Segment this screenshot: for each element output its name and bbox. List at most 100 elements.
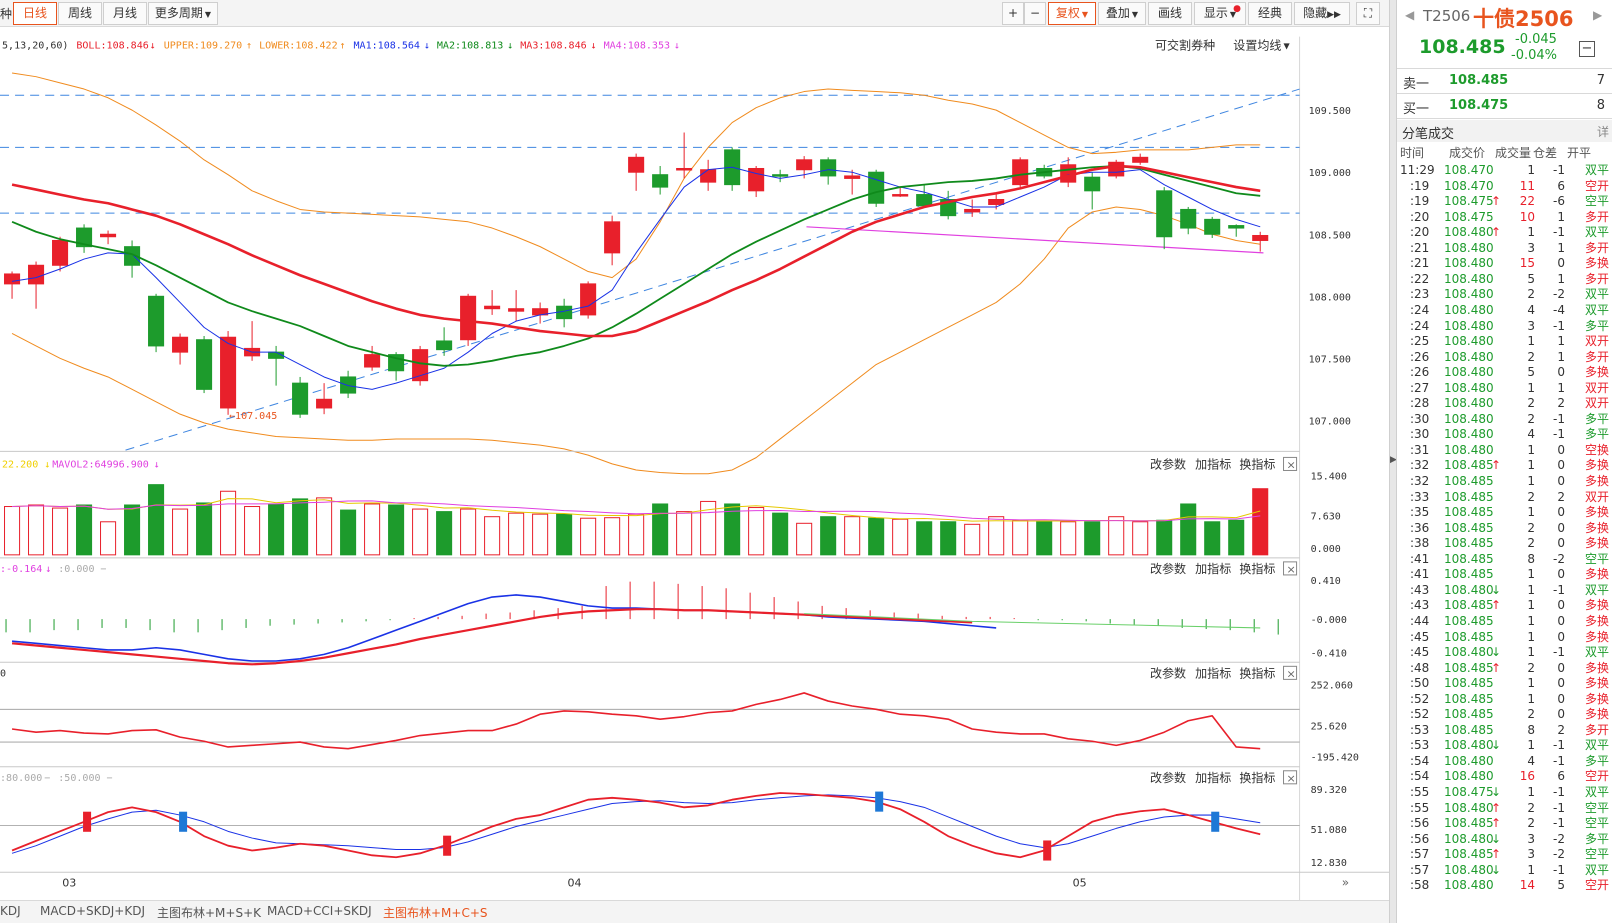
ask-price: 108.485 <box>1449 73 1509 88</box>
tick-price: 108.485 <box>1444 520 1494 535</box>
tab-boll-m-s-k[interactable]: 主图布林+M+S+K <box>157 906 262 920</box>
tick-volume: 2 <box>1527 287 1535 302</box>
overlay-dropdown[interactable]: 叠加 ▼ <box>1098 2 1146 25</box>
ma-settings-link[interactable]: 设置均线 <box>1233 39 1281 53</box>
tick-open-close: 多换 <box>1584 676 1609 691</box>
fullscreen-button[interactable]: ⛶ <box>1356 2 1380 25</box>
collapse-quote-button[interactable]: − <box>1579 41 1595 57</box>
prev-contract-icon[interactable]: ◀ <box>1405 8 1415 22</box>
more-periods-label: 更多周期 <box>154 6 203 20</box>
volume-bar <box>652 503 669 556</box>
volume-bar <box>124 504 141 556</box>
tick-volume: 1 <box>1527 225 1535 240</box>
tab-macd-cci-skdj[interactable]: MACD+CCI+SKDJ <box>267 904 372 918</box>
tick-volume: 10 <box>1519 209 1535 224</box>
tick-oi-diff: -2 <box>1553 287 1565 302</box>
boll-upper-line <box>11 72 1261 279</box>
tick-row: 11:29 108.470 1 -1 双平 <box>1397 162 1612 178</box>
volume-bar <box>4 506 21 556</box>
add-indicator-button[interactable]: 加指标 <box>1195 456 1231 471</box>
close-pane-button[interactable] <box>1283 561 1298 576</box>
sub-axis-label: 252.060 <box>1311 680 1353 691</box>
add-indicator-button[interactable]: 加指标 <box>1195 665 1231 680</box>
display-dropdown[interactable]: 显示 ▼ ● <box>1194 2 1246 25</box>
modify-params-button[interactable]: 改参数 <box>1150 456 1186 471</box>
hide-button[interactable]: 隐藏▶▶ <box>1294 2 1350 25</box>
candle-body <box>1180 208 1197 229</box>
add-indicator-button[interactable]: 加指标 <box>1195 561 1231 576</box>
tick-row: :52 108.485 2 0 多换 <box>1397 706 1612 722</box>
up-arrow-icon: ↑ <box>1491 458 1502 473</box>
tick-price: 108.485 <box>1444 707 1494 722</box>
candle <box>1012 157 1029 188</box>
modify-params-button[interactable]: 改参数 <box>1150 561 1186 576</box>
tick-volume: 5 <box>1527 365 1535 380</box>
tick-volume: 2 <box>1527 816 1535 831</box>
tick-open-close: 多换 <box>1584 520 1609 535</box>
chevron-down-icon: ▼ <box>1284 42 1291 51</box>
add-indicator-button[interactable]: 加指标 <box>1195 770 1231 785</box>
mavol2-line <box>12 500 1261 522</box>
close-pane-button[interactable] <box>1283 456 1298 471</box>
notification-dot-icon: ● <box>1233 4 1241 14</box>
tick-row: :33 108.485 2 2 双开 <box>1397 489 1612 505</box>
switch-indicator-button[interactable]: 换指标 <box>1239 770 1275 785</box>
ma2-arrow-icon: ↓ <box>507 41 513 52</box>
period-month-button[interactable]: 月线 <box>103 2 147 25</box>
price-axis-label: 108.500 <box>1309 230 1351 241</box>
zoom-in-button[interactable]: + <box>1002 2 1024 25</box>
deliverable-bonds-link[interactable]: 可交割券种 <box>1155 38 1215 53</box>
close-pane-button[interactable] <box>1283 770 1298 785</box>
tab-boll-m-c-s[interactable]: 主图布林+M+C+S <box>383 906 488 920</box>
volume-bar <box>292 498 309 556</box>
tick-row: :26 108.480 5 0 多换 <box>1397 364 1612 380</box>
tick-volume: 1 <box>1527 738 1535 753</box>
tick-oi-diff: 6 <box>1557 178 1565 193</box>
adjust-dropdown[interactable]: 复权 ▼ <box>1048 2 1096 25</box>
scroll-right-icon[interactable]: » <box>1342 875 1349 889</box>
candle-body <box>4 273 21 285</box>
tick-row: :32 108.485 1 0 多换 <box>1397 473 1612 489</box>
next-contract-icon[interactable]: ▶ <box>1593 8 1603 22</box>
tab-macd-skdj-kdj[interactable]: MACD+SKDJ+KDJ <box>40 904 145 918</box>
tick-time: :58 <box>1410 878 1430 893</box>
tick-oi-diff: 0 <box>1557 442 1565 457</box>
panel-splitter[interactable]: ▶ <box>1389 0 1397 923</box>
candle-body <box>580 283 597 316</box>
vol-header-a: 22.200 <box>2 459 38 470</box>
tab-kdj[interactable]: KDJ <box>0 904 21 918</box>
classic-button[interactable]: 经典 <box>1248 2 1292 25</box>
candle-body <box>124 246 141 266</box>
switch-indicator-button[interactable]: 换指标 <box>1239 665 1275 680</box>
tick-oi-diff: 1 <box>1557 349 1565 364</box>
volume-bar <box>604 517 621 556</box>
tick-open-close: 多开 <box>1584 209 1609 224</box>
modify-params-button[interactable]: 改参数 <box>1150 770 1186 785</box>
tick-time: :56 <box>1410 816 1430 831</box>
draw-line-button[interactable]: 画线 <box>1148 2 1192 25</box>
zoom-out-button[interactable]: − <box>1024 2 1046 25</box>
sub-axes: 15.400 7.630 0.000 0.410 -0.000 -0.410 252.060… <box>1311 472 1359 870</box>
tick-time: :26 <box>1410 349 1430 364</box>
switch-indicator-button[interactable]: 换指标 <box>1239 456 1275 471</box>
ticks-detail-button[interactable]: 详 <box>1596 125 1609 139</box>
modify-params-button[interactable]: 改参数 <box>1150 665 1186 680</box>
period-week-button[interactable]: 周线 <box>58 2 102 25</box>
kline-chart-area[interactable]: 5,13,20,60) BOLL:108.846 ↓ UPPER:109.270… <box>0 27 1395 923</box>
candle <box>1084 172 1101 210</box>
tick-open-close: 多换 <box>1584 691 1609 706</box>
tick-open-close: 多换 <box>1584 660 1609 675</box>
sub-axis-label: 15.400 <box>1311 472 1347 483</box>
tick-row: :20 108.480 ↑ 1 -1 双平 <box>1397 224 1612 240</box>
price-axis-label: 109.500 <box>1309 106 1351 117</box>
close-pane-button[interactable] <box>1283 665 1298 680</box>
more-periods-dropdown[interactable]: 更多周期 ▼ <box>148 2 218 25</box>
tick-volume: 3 <box>1527 318 1535 333</box>
tick-row: :54 108.480 16 6 空开 <box>1397 768 1612 784</box>
period-day-button[interactable]: 日线 <box>13 2 57 25</box>
up-arrow-icon: ↑ <box>1491 847 1502 862</box>
tick-open-close: 多换 <box>1584 256 1609 271</box>
tick-volume: 1 <box>1527 567 1535 582</box>
tick-row: :44 108.485 1 0 多换 <box>1397 613 1612 629</box>
switch-indicator-button[interactable]: 换指标 <box>1239 561 1275 576</box>
